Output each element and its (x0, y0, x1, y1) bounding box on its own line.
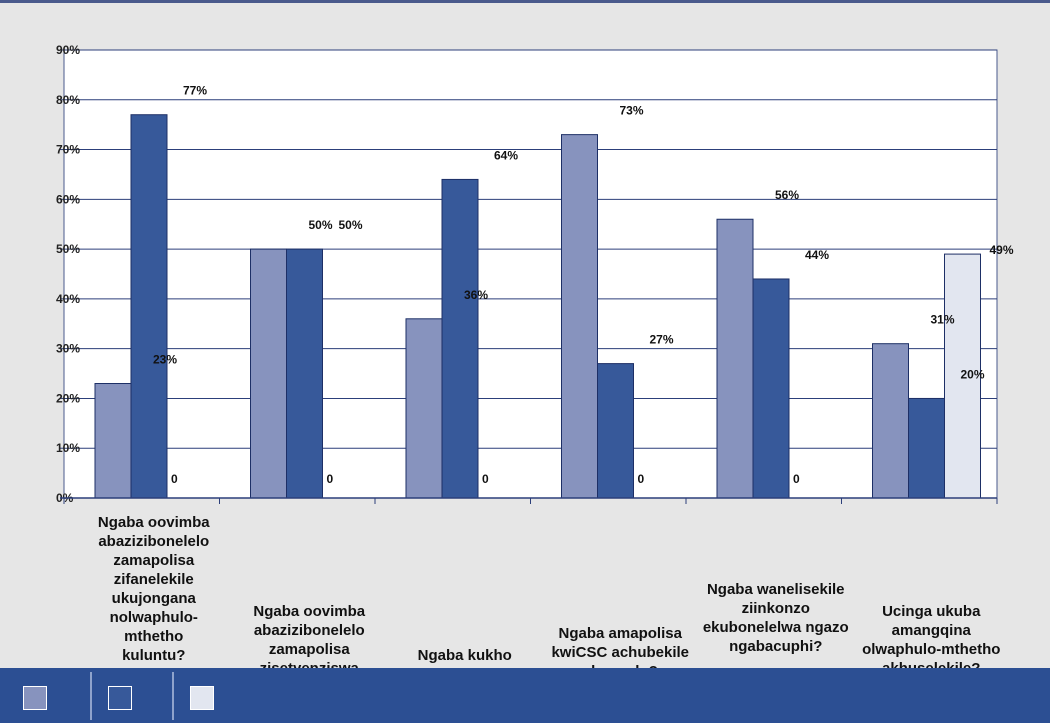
y-tick-label: 10% (56, 441, 80, 455)
y-tick-label: 40% (56, 292, 80, 306)
bar (717, 219, 753, 498)
category-label: Ngaba wanelisekile ziinkonzo ekubonelelw… (696, 580, 856, 656)
category-label: Ucinga ukuba amangqina olwaphulo-mthetho… (851, 602, 1011, 678)
data-label: 50% (309, 218, 333, 232)
legend (0, 668, 1050, 723)
category-label: Ngaba oovimba abazizibonelelo zamapolisa… (94, 513, 214, 665)
data-label: 27% (650, 333, 674, 347)
y-tick-label: 50% (56, 242, 80, 256)
data-label: 36% (464, 288, 488, 302)
y-tick-label: 90% (56, 43, 80, 57)
bar (562, 135, 598, 498)
bar (251, 249, 287, 498)
data-label: 44% (805, 248, 829, 262)
bar (598, 364, 634, 498)
bar (909, 398, 945, 498)
y-tick-label: 30% (56, 342, 80, 356)
data-label: 0 (171, 472, 178, 486)
bar (753, 279, 789, 498)
legend-swatch-series-3 (190, 686, 214, 710)
data-label: 0 (793, 472, 800, 486)
bar (95, 384, 131, 498)
data-label: 77% (183, 84, 207, 98)
bar (287, 249, 323, 498)
legend-divider (172, 672, 174, 720)
data-label: 56% (775, 188, 799, 202)
bar (131, 115, 167, 498)
data-label: 49% (990, 243, 1014, 257)
bar (873, 344, 909, 498)
data-label: 0 (638, 472, 645, 486)
bar (406, 319, 442, 498)
data-label: 31% (931, 313, 955, 327)
data-label: 73% (620, 104, 644, 118)
legend-swatch-series-1 (23, 686, 47, 710)
y-tick-label: 20% (56, 391, 80, 405)
y-tick-label: 80% (56, 93, 80, 107)
data-label: 50% (339, 218, 363, 232)
data-label: 64% (494, 148, 518, 162)
data-label: 20% (961, 367, 985, 381)
legend-swatch-series-2 (108, 686, 132, 710)
legend-divider (90, 672, 92, 720)
y-tick-label: 70% (56, 143, 80, 157)
plot-area (64, 50, 997, 498)
data-label: 0 (482, 472, 489, 486)
data-label: 0 (327, 472, 334, 486)
bar (442, 179, 478, 498)
y-tick-label: 60% (56, 192, 80, 206)
data-label: 23% (153, 353, 177, 367)
